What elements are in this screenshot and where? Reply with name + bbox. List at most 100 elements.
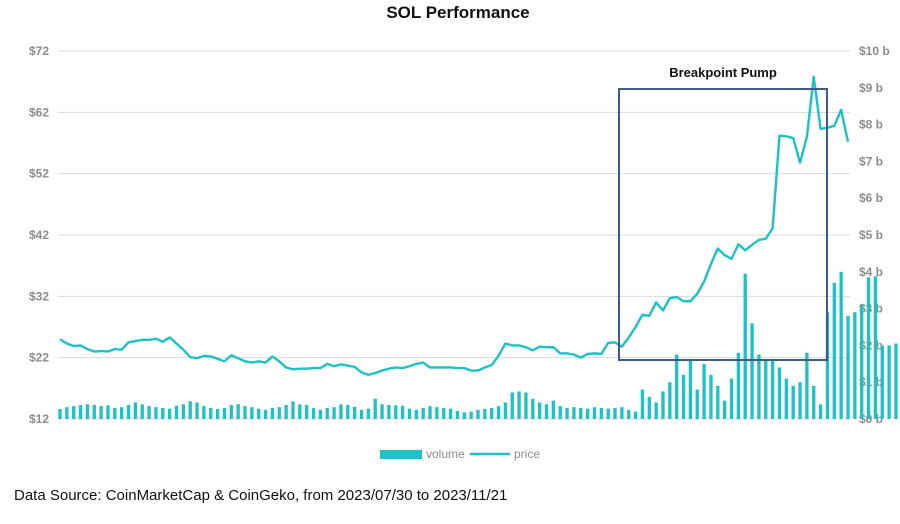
right-tick-label: $4 b bbox=[859, 265, 883, 279]
volume-bar bbox=[209, 407, 213, 419]
legend: volume price bbox=[380, 447, 540, 461]
volume-bar bbox=[517, 391, 521, 419]
volume-bar bbox=[346, 405, 350, 419]
volume-bar bbox=[462, 412, 466, 419]
volume-bar bbox=[469, 411, 473, 419]
left-tick-label: $72 bbox=[29, 44, 49, 58]
volume-bar bbox=[839, 271, 843, 419]
volume-bar bbox=[126, 405, 131, 419]
volume-bar bbox=[524, 392, 528, 419]
volume-bar bbox=[277, 407, 281, 419]
volume-bar bbox=[647, 396, 651, 419]
volume-bar bbox=[579, 407, 583, 419]
volume-bar bbox=[565, 407, 569, 419]
volume-bar bbox=[880, 345, 884, 419]
volume-bar bbox=[860, 304, 864, 419]
volume-bar bbox=[558, 406, 562, 419]
volume-bar bbox=[387, 405, 391, 419]
volume-bar bbox=[654, 402, 658, 419]
volume-bar bbox=[866, 277, 871, 419]
volume-bar bbox=[195, 402, 199, 419]
volume-bar bbox=[270, 407, 275, 419]
volume-bar bbox=[791, 385, 795, 419]
volume-bar bbox=[709, 374, 713, 419]
volume-bar bbox=[305, 405, 309, 419]
volume-bar bbox=[400, 405, 405, 419]
volume-bar bbox=[483, 409, 487, 419]
volume-bar bbox=[120, 407, 124, 419]
left-tick-label: $52 bbox=[29, 167, 49, 181]
volume-bar bbox=[853, 312, 857, 419]
volume-bar bbox=[743, 273, 747, 419]
volume-bar bbox=[359, 409, 364, 419]
volume-bar bbox=[263, 409, 268, 419]
volume-bar bbox=[503, 402, 508, 419]
volume-bar bbox=[729, 378, 734, 419]
volume-bar bbox=[606, 408, 610, 419]
volume-bar bbox=[257, 408, 261, 419]
volume-bar bbox=[736, 352, 741, 419]
volume-bar bbox=[510, 392, 514, 419]
volume-bar bbox=[380, 404, 384, 419]
volume-bar bbox=[825, 312, 830, 419]
volume-bar bbox=[688, 360, 693, 419]
volume-bar bbox=[140, 404, 144, 419]
volume-bar bbox=[325, 407, 329, 419]
volume-bar bbox=[592, 407, 597, 419]
volume-bar bbox=[133, 402, 138, 419]
volume-bar bbox=[435, 407, 439, 419]
volume-bar bbox=[236, 404, 240, 419]
data-source-note: Data Source: CoinMarketCap & CoinGeko, f… bbox=[14, 487, 508, 504]
volume-bar bbox=[243, 406, 247, 419]
volume-bar bbox=[154, 407, 158, 419]
volume-bar bbox=[202, 406, 206, 419]
volume-bar bbox=[887, 345, 891, 419]
volume-bar bbox=[784, 378, 788, 419]
volume-bar bbox=[161, 407, 165, 419]
left-tick-label: $62 bbox=[29, 105, 49, 119]
volume-bar bbox=[448, 408, 453, 419]
volume-bar bbox=[106, 405, 110, 419]
volume-bar bbox=[476, 409, 480, 419]
volume-bar bbox=[394, 405, 398, 419]
volume-bar bbox=[818, 404, 823, 419]
volume-bar bbox=[764, 360, 768, 419]
volume-bar bbox=[167, 408, 172, 419]
volume-bar bbox=[352, 406, 357, 419]
volume-bar bbox=[92, 405, 96, 419]
volume-bar bbox=[873, 276, 878, 419]
price-line bbox=[59, 75, 850, 377]
volume-bar bbox=[531, 398, 535, 419]
volume-bar bbox=[85, 404, 90, 419]
volume-bar bbox=[250, 407, 254, 419]
volume-bar bbox=[311, 407, 316, 419]
left-tick-label: $12 bbox=[29, 412, 49, 426]
volume-bar bbox=[668, 382, 672, 419]
volume-bar bbox=[599, 407, 603, 419]
volume-bar bbox=[750, 323, 754, 419]
volume-bar bbox=[538, 402, 542, 419]
volume-bar bbox=[339, 404, 343, 419]
volume-bar bbox=[188, 401, 192, 419]
volume-bar bbox=[366, 408, 370, 419]
volume-bar bbox=[421, 407, 425, 419]
gridlines bbox=[58, 50, 850, 420]
volume-bar bbox=[490, 407, 494, 419]
legend-price-label: price bbox=[514, 447, 540, 461]
volume-bars bbox=[58, 271, 898, 419]
volume-bar bbox=[442, 407, 446, 419]
legend-volume-label: volume bbox=[426, 447, 465, 461]
volume-bar bbox=[113, 407, 117, 419]
volume-bar bbox=[675, 354, 679, 419]
volume-bar bbox=[716, 385, 720, 419]
volume-bar bbox=[222, 407, 227, 419]
right-tick-label: $9 b bbox=[859, 81, 883, 95]
volume-bar bbox=[181, 404, 185, 419]
right-tick-label: $6 b bbox=[859, 191, 883, 205]
volume-bar bbox=[770, 360, 775, 419]
volume-bar bbox=[777, 367, 782, 419]
volume-bar bbox=[78, 405, 83, 419]
right-tick-label: $10 b bbox=[859, 44, 890, 58]
volume-bar bbox=[620, 407, 624, 419]
volume-bar bbox=[229, 405, 233, 419]
